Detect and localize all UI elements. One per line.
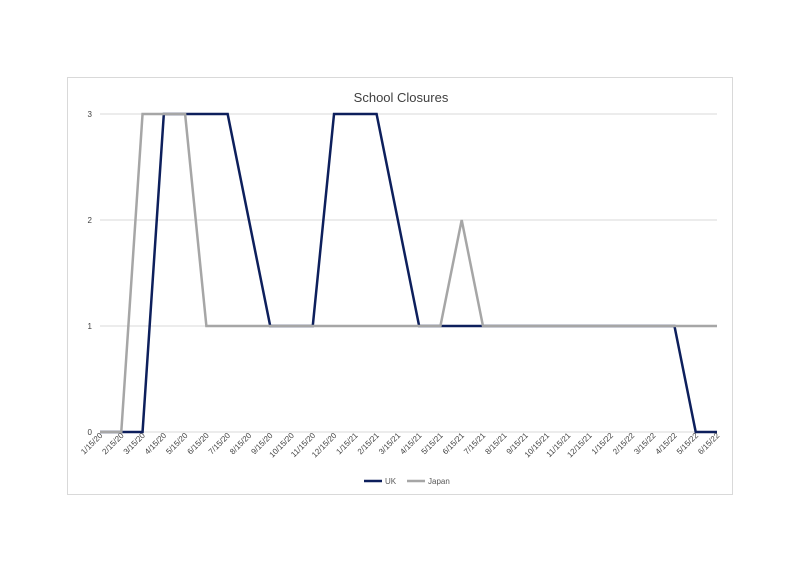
x-tick-label: 5/15/22	[675, 431, 701, 457]
x-tick-label: 5/15/21	[420, 431, 446, 457]
x-tick-label: 5/15/20	[164, 431, 190, 457]
y-tick-label: 2	[88, 216, 93, 225]
series-line-japan	[100, 112, 717, 434]
x-tick-label: 7/15/20	[207, 431, 233, 457]
x-tick-label: 3/15/21	[377, 431, 403, 457]
x-tick-label: 1/15/21	[334, 431, 360, 457]
x-tick-label: 4/15/22	[654, 431, 680, 457]
legend-label-japan: Japan	[428, 477, 450, 486]
x-tick-label: 3/15/22	[632, 431, 658, 457]
x-tick-label: 3/15/20	[122, 431, 148, 457]
y-tick-label: 3	[88, 110, 93, 119]
chart-title: School Closures	[354, 90, 449, 105]
x-tick-label: 4/15/21	[398, 431, 424, 457]
x-tick-label: 8/15/20	[228, 431, 254, 457]
x-tick-label: 1/15/22	[590, 431, 616, 457]
legend-label-uk: UK	[385, 477, 397, 486]
x-tick-label: 2/15/21	[356, 431, 382, 457]
x-tick-label: 6/15/20	[186, 431, 212, 457]
series-line-uk	[100, 112, 717, 434]
legend: UK Japan	[364, 477, 450, 486]
x-tick-label: 6/15/22	[696, 431, 722, 457]
y-axis-ticks: 0 1 2 3	[88, 110, 93, 437]
x-tick-label: 6/15/21	[441, 431, 467, 457]
x-axis-ticks: 1/15/202/15/203/15/204/15/205/15/206/15/…	[79, 431, 722, 460]
y-tick-label: 0	[88, 428, 93, 437]
series-lines	[100, 112, 717, 434]
x-tick-label: 2/15/20	[100, 431, 126, 457]
y-tick-label: 1	[88, 322, 93, 331]
x-tick-label: 8/15/21	[483, 431, 509, 457]
x-tick-label: 2/15/22	[611, 431, 637, 457]
x-tick-label: 4/15/20	[143, 431, 169, 457]
x-tick-label: 7/15/21	[462, 431, 488, 457]
